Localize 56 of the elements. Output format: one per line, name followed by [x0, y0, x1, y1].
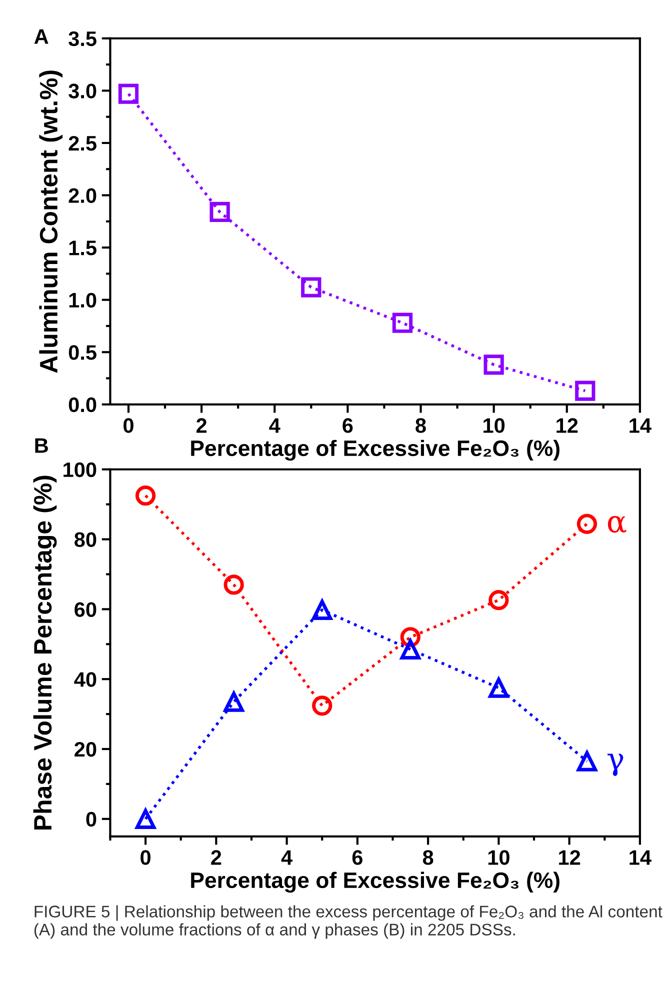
point: [312, 600, 332, 620]
point: [400, 639, 420, 660]
point: [576, 514, 598, 534]
text: B: [35, 438, 48, 453]
text: A: [34, 29, 48, 44]
point: [488, 678, 509, 698]
x-tick-label: 10: [488, 850, 510, 865]
x-tick-label: 14: [630, 418, 652, 433]
x-tick-label: 8: [416, 418, 426, 433]
x-tick-label: 0: [140, 850, 150, 865]
y-tick-label: 0: [86, 812, 96, 827]
point: [210, 202, 230, 222]
y-tick-label: 2.5: [68, 136, 96, 151]
y-tick-label: 1.5: [69, 240, 96, 256]
point: [224, 692, 244, 712]
point: [392, 312, 413, 333]
point: [312, 696, 332, 716]
caption: FIGURE 5 | Relationship between the excess percentage of Fe₂O₃ and the Al content (A) and the volume fractions of α and γ phases (B) in 2205 DSSs.: [34, 905, 662, 939]
y-tick-label: 1.0: [69, 292, 96, 308]
x-tick-label: 14: [630, 850, 652, 865]
y-axis-title: Aluminum Content (wt.%): [39, 70, 63, 373]
point: [135, 486, 156, 506]
y-tick-label: 20: [74, 742, 96, 757]
point: [135, 808, 156, 829]
y-tick-label: 3.5: [68, 31, 96, 46]
y-tick-label: 40: [74, 672, 96, 687]
x-tick-label: 6: [352, 850, 362, 865]
y-axis-title: Phase Volume Percentage (%): [33, 476, 57, 830]
x-tick-label: 2: [211, 850, 222, 865]
point: [301, 277, 322, 298]
x-tick-label: 0: [124, 418, 134, 433]
point: [118, 84, 139, 104]
series-label: γ: [608, 754, 624, 776]
point: [224, 574, 244, 595]
x-tick-label: 2: [196, 418, 207, 433]
point: [484, 354, 504, 375]
point: [576, 751, 598, 772]
y-tick-label: 80: [74, 532, 96, 548]
x-tick-label: 12: [559, 850, 580, 865]
x-tick-label: 12: [556, 418, 578, 433]
y-tick-label: 60: [74, 602, 96, 617]
y-tick-label: 0.5: [68, 345, 96, 360]
point: [575, 380, 596, 401]
y-tick-label: 2.0: [68, 188, 96, 204]
x-tick-label: 10: [484, 418, 505, 433]
x-axis-title: Percentage of Excessive Fe₂O₃ (%): [191, 872, 560, 893]
x-tick-label: 4: [281, 850, 292, 865]
y-tick-label: 3.0: [68, 84, 96, 98]
x-tick-label: 4: [269, 418, 280, 433]
x-tick-label: 8: [422, 850, 434, 865]
x-axis-title: Percentage of Excessive Fe₂O₃ (%): [191, 440, 560, 461]
y-tick-label: 100: [64, 462, 96, 478]
series-label: α: [608, 516, 626, 533]
y-tick-label: 0.0: [68, 397, 96, 412]
point: [488, 590, 509, 610]
x-tick-label: 6: [342, 418, 353, 433]
